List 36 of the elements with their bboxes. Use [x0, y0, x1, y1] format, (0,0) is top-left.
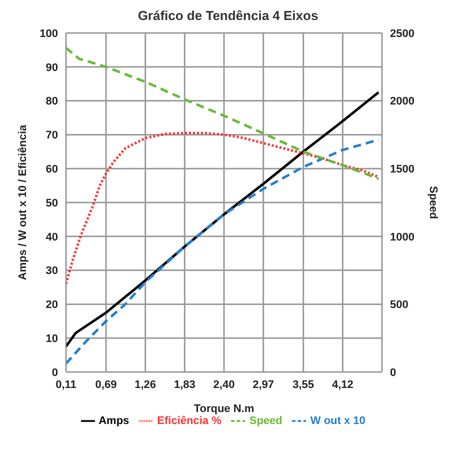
chart-title: Gráfico de Tendência 4 Eixos [136, 8, 320, 23]
y-tick-label: 40 [46, 231, 58, 244]
x-tick-label: 1,26 [134, 378, 156, 391]
y2-tick-label: 0 [390, 366, 396, 379]
y-tick-label: 10 [46, 333, 58, 346]
x-axis-title: Torque N.m [194, 403, 254, 415]
x-tick-label: 2,40 [213, 378, 235, 391]
legend-label: Speed [249, 414, 282, 427]
legend-label: Amps [98, 414, 130, 427]
y-tick-label: 30 [46, 265, 58, 278]
x-tick-label: 3,55 [292, 378, 314, 391]
legend-label: W out x 10 [310, 414, 366, 427]
y-tick-label: 70 [46, 130, 58, 142]
y-tick-label: 80 [46, 96, 58, 108]
y-axis-title: Amps / W out x 10 / Eficiência [16, 124, 29, 280]
y-tick-label: 60 [46, 164, 58, 176]
y-tick-label: 100 [40, 28, 58, 40]
y2-tick-label: 500 [390, 299, 408, 312]
x-tick-label: 0,11 [56, 378, 76, 391]
line-series [66, 46, 380, 180]
y-tick-label: 0 [52, 366, 58, 379]
x-tick-label: 0,69 [95, 378, 117, 391]
line-series [66, 138, 380, 365]
y2-axis-title: Speed [427, 186, 440, 220]
x-tick-label: 1,83 [174, 378, 196, 391]
y2-tick-label: 1000 [390, 231, 414, 244]
x-tick-label: 4,12 [332, 378, 354, 391]
y-tick-label: 90 [46, 62, 58, 74]
y2-tick-label: 2500 [390, 28, 414, 40]
line-series [66, 132, 380, 286]
y2-tick-label: 1500 [390, 164, 414, 176]
x-tick-label: 2,97 [252, 378, 274, 391]
y-tick-label: 50 [46, 197, 58, 210]
y2-tick-label: 2000 [390, 96, 414, 108]
y-tick-label: 20 [46, 299, 58, 312]
legend-label: Eficiência % [157, 414, 222, 427]
